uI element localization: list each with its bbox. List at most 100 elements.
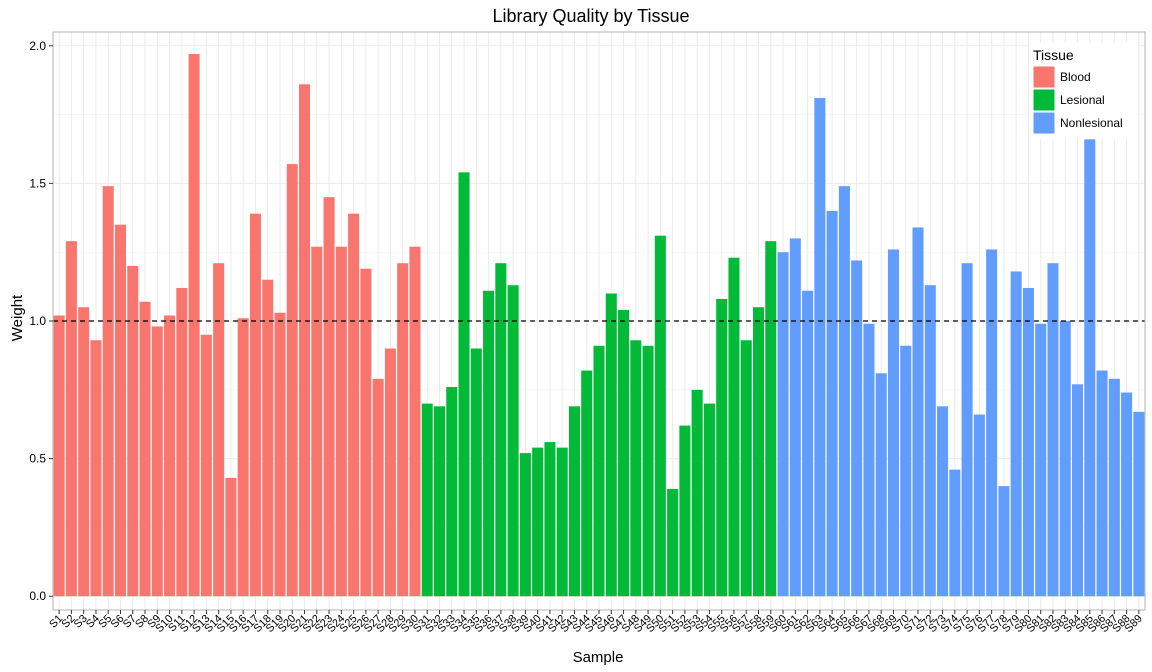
bar-s49 [642, 345, 654, 597]
bar-s21 [299, 84, 311, 597]
x-axis: S1S2S3S4S5S6S7S8S9S10S11S12S13S14S15S16S… [47, 610, 1145, 635]
bar-s69 [887, 249, 899, 597]
bar-s5 [102, 186, 114, 597]
bar-s18 [262, 279, 274, 597]
bar-s60 [777, 252, 789, 597]
legend-label-nonlesional: Nonlesional [1060, 116, 1123, 130]
x-axis-title: Sample [573, 649, 624, 666]
legend-title: Tissue [1033, 47, 1074, 63]
bar-s44 [581, 370, 593, 597]
bar-s27 [372, 378, 384, 597]
bar-s15 [225, 477, 237, 597]
bar-s74 [949, 469, 961, 597]
bar-s75 [961, 263, 973, 597]
bar-s26 [360, 268, 372, 597]
bar-s56 [728, 257, 740, 597]
bar-s32 [433, 406, 446, 597]
bar-s29 [397, 263, 409, 597]
bar-s41 [544, 442, 556, 597]
bar-s76 [973, 414, 985, 597]
y-tick-label: 0.0 [29, 589, 46, 603]
y-tick-label: 2.0 [29, 39, 46, 53]
bar-s72 [924, 285, 936, 597]
bar-s4 [90, 340, 102, 597]
bar-s2 [65, 241, 77, 597]
bar-s48 [630, 340, 642, 597]
bar-s13 [200, 334, 212, 597]
bar-s53 [691, 389, 703, 597]
bar-s39 [519, 453, 531, 597]
bar-s38 [507, 285, 519, 597]
bar-s84 [1071, 384, 1084, 597]
bar-s42 [556, 447, 568, 597]
plot-panel [52, 31, 1146, 611]
y-axis-title: Weight [9, 294, 26, 341]
bar-s7 [127, 265, 139, 597]
legend-key-nonlesional [1032, 111, 1056, 135]
bar-s85 [1084, 139, 1096, 597]
bar-s82 [1047, 263, 1059, 597]
bar-s62 [802, 290, 814, 597]
bar-s35 [470, 348, 482, 597]
y-tick-label: 1.0 [29, 314, 46, 328]
bar-s36 [483, 290, 495, 597]
y-tick-label: 1.5 [29, 176, 46, 190]
bar-s11 [176, 287, 188, 597]
bar-s51 [667, 488, 679, 597]
bar-s78 [998, 486, 1010, 597]
bar-s22 [311, 246, 323, 597]
bar-s6 [114, 224, 127, 597]
bar-s31 [421, 403, 433, 597]
bar-s55 [716, 298, 728, 597]
bar-s58 [752, 307, 765, 597]
bar-s12 [188, 54, 200, 597]
bar-s65 [838, 186, 850, 597]
legend-key-lesional [1032, 88, 1056, 112]
bar-s43 [568, 406, 580, 597]
bar-s88 [1121, 392, 1133, 597]
bar-s54 [703, 403, 715, 597]
bar-s73 [937, 406, 949, 597]
bar-s45 [593, 345, 605, 597]
bar-s57 [740, 340, 752, 597]
bar-s64 [826, 210, 838, 597]
legend-key-blood [1032, 65, 1056, 89]
bar-s40 [532, 447, 544, 597]
bar-s9 [151, 326, 163, 597]
bar-s79 [1010, 271, 1022, 597]
bar-s34 [458, 172, 470, 597]
bar-s1 [53, 315, 65, 597]
bar-s87 [1108, 378, 1120, 597]
bar-s46 [605, 293, 617, 597]
bar-s63 [814, 98, 826, 597]
legend: Tissue Blood Lesional Nonlesional [1029, 43, 1137, 139]
bar-s16 [237, 318, 249, 597]
chart-title: Library Quality by Tissue [492, 6, 689, 26]
bar-s19 [274, 312, 286, 597]
legend-label-blood: Blood [1060, 70, 1091, 84]
bar-s20 [286, 164, 298, 597]
bar-s23 [323, 197, 335, 597]
bar-s71 [912, 227, 924, 597]
bar-s52 [679, 425, 691, 597]
bar-s47 [618, 309, 630, 597]
bar-s3 [78, 307, 90, 597]
bar-s50 [654, 235, 666, 597]
bar-s70 [900, 345, 912, 597]
bar-s14 [213, 263, 225, 597]
bar-s81 [1035, 323, 1047, 597]
bar-s66 [851, 260, 863, 597]
bar-s68 [875, 373, 887, 597]
bar-s77 [986, 249, 998, 597]
bar-s33 [446, 387, 458, 597]
bar-s67 [863, 323, 875, 597]
bar-s83 [1059, 321, 1071, 597]
bar-s61 [789, 238, 801, 597]
bar-s17 [249, 213, 261, 597]
bar-s10 [164, 315, 176, 597]
bar-s59 [765, 241, 777, 597]
bar-s8 [139, 301, 151, 597]
bar-s37 [495, 263, 507, 597]
bar-s80 [1022, 287, 1034, 597]
